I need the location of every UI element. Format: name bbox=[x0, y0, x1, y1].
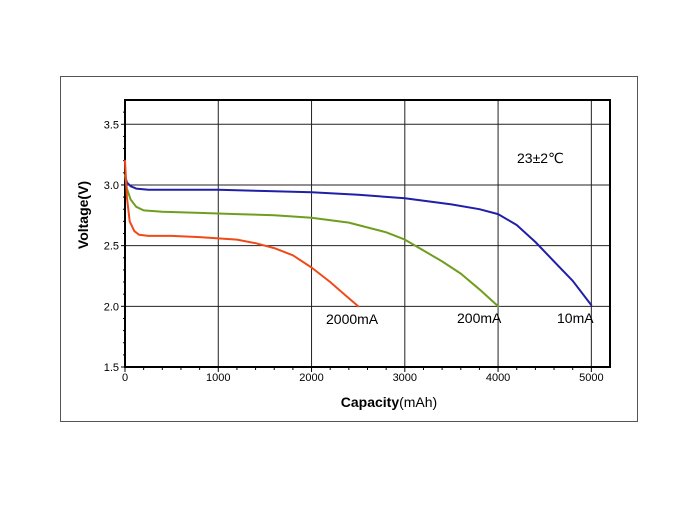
y-tick-label: 3.5 bbox=[104, 119, 119, 131]
series-line-10ma bbox=[124, 174, 593, 307]
series-label-10ma: 10mA bbox=[557, 310, 594, 326]
y-tick-labels: 1.5 2.0 2.5 3.0 3.5 bbox=[104, 119, 119, 374]
y-tick-label: 2.5 bbox=[104, 241, 119, 253]
y-axis-title: Voltage(V) bbox=[75, 181, 91, 249]
x-tick-label: 0 bbox=[122, 372, 128, 384]
series-lines bbox=[124, 159, 593, 308]
y-tick-label: 2.0 bbox=[104, 301, 119, 313]
figure-frame bbox=[60, 76, 638, 422]
x-tick-label: 2000 bbox=[299, 372, 323, 384]
x-tick-label: 1000 bbox=[206, 372, 230, 384]
x-axis-title-main: Capacity bbox=[341, 394, 400, 410]
x-tick-labels: 0 1000 2000 3000 4000 5000 bbox=[122, 372, 604, 384]
series-label-2000ma: 2000mA bbox=[326, 311, 379, 327]
x-tick-label: 4000 bbox=[486, 372, 510, 384]
series-line-200ma bbox=[124, 174, 500, 308]
tick-marks bbox=[121, 111, 592, 372]
series-line-2000ma bbox=[124, 159, 360, 308]
x-axis-title-unit: (mAh) bbox=[399, 394, 437, 410]
series-label-200ma: 200mA bbox=[457, 310, 502, 326]
x-axis-title: Capacity(mAh) bbox=[341, 394, 437, 410]
x-tick-label: 5000 bbox=[579, 372, 603, 384]
x-tick-label: 3000 bbox=[393, 372, 417, 384]
y-tick-label: 1.5 bbox=[104, 362, 119, 374]
grid bbox=[125, 100, 610, 367]
temperature-annotation: 23±2℃ bbox=[517, 150, 564, 166]
y-tick-label: 3.0 bbox=[104, 180, 119, 192]
